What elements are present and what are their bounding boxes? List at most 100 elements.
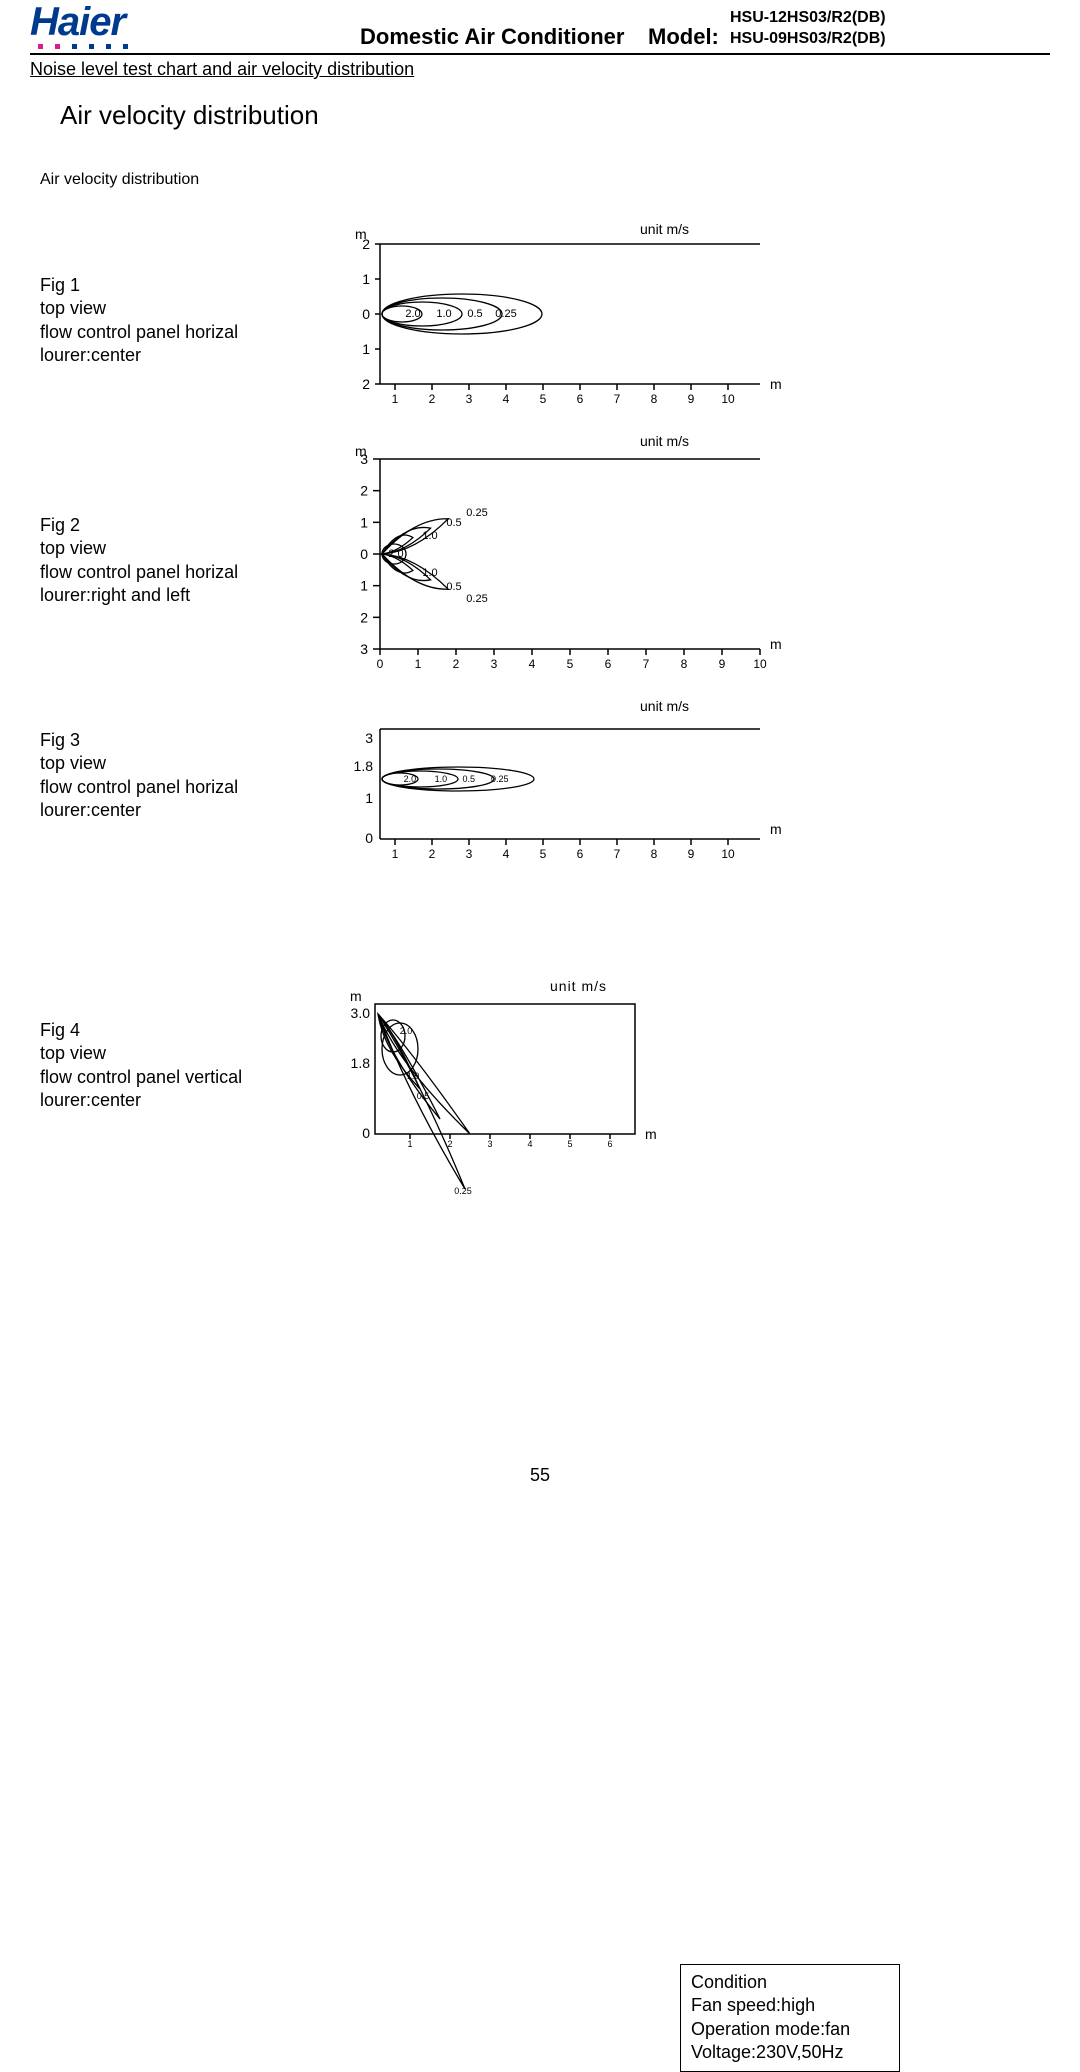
fig2-caption: Fig 2 top view flow control panel horiza… — [40, 514, 340, 608]
svg-text:2: 2 — [429, 847, 436, 861]
page-title: Air velocity distribution — [60, 100, 1080, 131]
svg-text:1.8: 1.8 — [351, 1055, 371, 1071]
svg-text:10: 10 — [721, 847, 735, 861]
svg-text:0: 0 — [362, 306, 370, 322]
svg-text:5: 5 — [540, 847, 547, 861]
page-header: Haier Domestic Air Conditioner Model: HS… — [30, 0, 1050, 55]
svg-text:3: 3 — [487, 1139, 492, 1149]
svg-text:0.5: 0.5 — [446, 581, 461, 593]
condition-box: Condition Fan speed:high Operation mode:… — [680, 1964, 900, 2072]
fig1-chart: unit m/s m 21012 12345678910 m 2.01.00.5… — [340, 219, 790, 409]
model-1: HSU-12HS03/R2(DB) — [730, 8, 886, 29]
svg-text:9: 9 — [688, 392, 695, 406]
svg-text:unit m/s: unit m/s — [640, 434, 689, 449]
svg-text:1: 1 — [365, 790, 373, 806]
svg-text:6: 6 — [577, 392, 584, 406]
svg-text:9: 9 — [688, 847, 695, 861]
svg-text:4: 4 — [527, 1139, 532, 1149]
svg-text:5: 5 — [567, 657, 574, 671]
svg-text:10: 10 — [753, 657, 767, 671]
svg-text:3: 3 — [466, 847, 473, 861]
fig4-chart: unit m/s m 3.0 1.8 0 1 2 3 4 5 6 m 2.0 1.0 0.5 0.2… — [340, 979, 700, 1209]
svg-text:8: 8 — [651, 847, 658, 861]
svg-text:2.0: 2.0 — [405, 308, 420, 320]
svg-text:m: m — [350, 988, 362, 1004]
svg-text:m: m — [770, 636, 782, 652]
fig2-chart: unit m/s m 3210123 012345678910 m 2.01.0… — [340, 434, 790, 674]
svg-text:3: 3 — [360, 641, 368, 657]
svg-text:0.25: 0.25 — [466, 593, 487, 605]
svg-text:0.25: 0.25 — [495, 308, 516, 320]
svg-text:0.25: 0.25 — [454, 1186, 472, 1196]
svg-text:8: 8 — [681, 657, 688, 671]
model-numbers: HSU-12HS03/R2(DB) HSU-09HS03/R2(DB) — [730, 8, 886, 50]
svg-text:1.0: 1.0 — [435, 774, 448, 784]
logo-dots — [38, 44, 128, 49]
svg-text:2.0: 2.0 — [404, 774, 417, 784]
svg-text:7: 7 — [643, 657, 650, 671]
svg-text:3: 3 — [491, 657, 498, 671]
section-subtitle: Noise level test chart and air velocity … — [30, 59, 1050, 80]
svg-text:3: 3 — [466, 392, 473, 406]
svg-text:6: 6 — [577, 847, 584, 861]
fig3-caption: Fig 3 top view flow control panel horiza… — [40, 729, 340, 823]
svg-text:1.8: 1.8 — [354, 758, 374, 774]
model-2: HSU-09HS03/R2(DB) — [730, 29, 886, 50]
svg-text:3: 3 — [360, 451, 368, 467]
svg-text:7: 7 — [614, 847, 621, 861]
svg-text:1.0: 1.0 — [422, 530, 437, 542]
fig4-caption: Fig 4 top view flow control panel vertic… — [40, 1019, 340, 1113]
page-number: 55 — [530, 1465, 550, 1486]
svg-text:1.0: 1.0 — [436, 308, 451, 320]
svg-text:1.0: 1.0 — [407, 1071, 420, 1081]
svg-text:5: 5 — [540, 392, 547, 406]
svg-text:4: 4 — [529, 657, 536, 671]
svg-text:5: 5 — [567, 1139, 572, 1149]
svg-text:3.0: 3.0 — [351, 1005, 371, 1021]
svg-text:2: 2 — [360, 483, 368, 499]
svg-text:0.5: 0.5 — [417, 1091, 430, 1101]
svg-text:7: 7 — [614, 392, 621, 406]
svg-text:0.25: 0.25 — [491, 774, 509, 784]
svg-text:1: 1 — [362, 341, 370, 357]
svg-text:0: 0 — [362, 1125, 370, 1141]
svg-text:1: 1 — [360, 578, 368, 594]
fig3-chart: unit m/s 31.810 12345678910 m 2.01.00.50… — [340, 699, 790, 869]
svg-text:m: m — [770, 376, 782, 392]
svg-text:2.0: 2.0 — [400, 1026, 413, 1036]
svg-text:2: 2 — [360, 609, 368, 625]
svg-text:1: 1 — [392, 392, 399, 406]
svg-text:unit m/s: unit m/s — [550, 979, 607, 994]
svg-text:8: 8 — [651, 392, 658, 406]
svg-text:1: 1 — [407, 1139, 412, 1149]
svg-text:0.25: 0.25 — [466, 507, 487, 519]
svg-text:6: 6 — [607, 1139, 612, 1149]
svg-text:4: 4 — [503, 847, 510, 861]
svg-text:0.5: 0.5 — [467, 308, 482, 320]
brand-logo: Haier — [30, 0, 125, 45]
svg-text:2: 2 — [429, 392, 436, 406]
sub-label: Air velocity distribution — [40, 171, 1080, 189]
svg-text:2: 2 — [453, 657, 460, 671]
svg-text:2: 2 — [362, 376, 370, 392]
svg-text:0: 0 — [365, 830, 373, 846]
svg-text:1.0: 1.0 — [422, 567, 437, 579]
fig1-caption: Fig 1 top view flow control panel horiza… — [40, 274, 340, 368]
svg-text:1: 1 — [360, 514, 368, 530]
model-label: Model: — [648, 24, 719, 50]
svg-text:unit m/s: unit m/s — [640, 699, 689, 714]
svg-text:0: 0 — [360, 546, 368, 562]
svg-text:1: 1 — [415, 657, 422, 671]
header-title: Domestic Air Conditioner — [360, 24, 624, 50]
svg-text:m: m — [770, 821, 782, 837]
svg-text:2: 2 — [447, 1139, 452, 1149]
svg-text:unit m/s: unit m/s — [640, 221, 689, 237]
svg-text:9: 9 — [719, 657, 726, 671]
svg-text:3: 3 — [365, 730, 373, 746]
svg-text:6: 6 — [605, 657, 612, 671]
svg-text:4: 4 — [503, 392, 510, 406]
svg-text:m: m — [645, 1126, 657, 1142]
svg-text:10: 10 — [721, 392, 735, 406]
svg-text:0: 0 — [377, 657, 384, 671]
svg-text:1: 1 — [362, 271, 370, 287]
